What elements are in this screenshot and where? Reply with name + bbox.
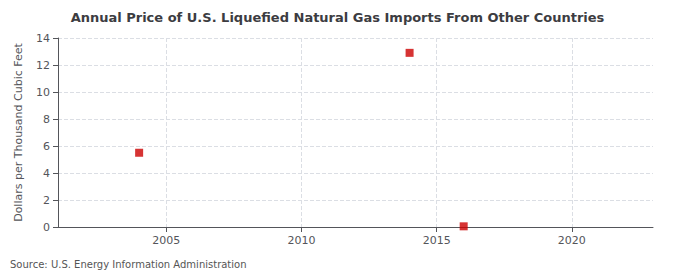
svg-text:Dollars per Thousand Cubic Fee: Dollars per Thousand Cubic Feet [12, 42, 25, 221]
svg-text:2015: 2015 [423, 234, 451, 247]
svg-text:6: 6 [43, 140, 50, 153]
svg-text:4: 4 [43, 167, 50, 180]
svg-text:2010: 2010 [287, 234, 315, 247]
svg-text:10: 10 [36, 86, 50, 99]
svg-text:14: 14 [36, 32, 50, 45]
svg-text:12: 12 [36, 59, 50, 72]
svg-text:2020: 2020 [558, 234, 586, 247]
svg-text:2005: 2005 [152, 234, 180, 247]
svg-text:0: 0 [43, 221, 50, 234]
svg-text:8: 8 [43, 113, 50, 126]
svg-text:2: 2 [43, 194, 50, 207]
svg-text:Annual Price of U.S. Liquefied: Annual Price of U.S. Liquefied Natural G… [71, 10, 605, 25]
svg-text:Source: U.S. Energy Informatio: Source: U.S. Energy Information Administ… [10, 259, 247, 270]
